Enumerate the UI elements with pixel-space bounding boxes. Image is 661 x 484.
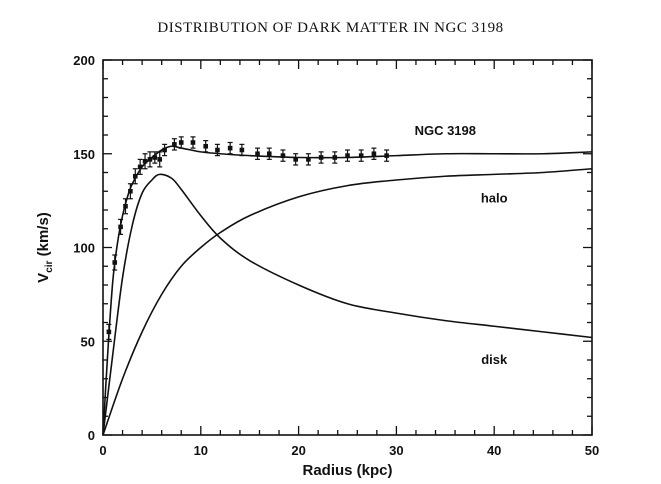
x-tick-label: 50 <box>585 443 599 458</box>
data-point <box>345 149 350 162</box>
point-marker <box>128 188 133 194</box>
point-marker <box>306 157 311 162</box>
data-point <box>112 254 118 271</box>
x-tick-label: 30 <box>389 443 403 458</box>
point-marker <box>152 155 158 160</box>
data-point <box>190 136 196 149</box>
data-point <box>157 151 163 168</box>
annotations: NGC 3198 halo disk <box>415 123 508 367</box>
annotation-label: disk <box>481 352 508 367</box>
data-point <box>127 183 133 200</box>
x-axis-label: Radius (kpc) <box>302 462 392 479</box>
axis-ticks <box>102 59 593 436</box>
data-point <box>214 143 220 157</box>
y-tick-labels: 0 50 100 150 200 <box>73 53 95 443</box>
y-tick-label: 150 <box>73 147 95 162</box>
point-marker <box>172 142 177 147</box>
y-axis-label-sub: cir <box>44 260 55 272</box>
data-point <box>178 136 184 149</box>
data-point <box>305 153 311 166</box>
point-marker <box>371 151 377 157</box>
data-point <box>203 140 209 153</box>
data-point <box>118 218 124 235</box>
data-point <box>280 149 286 162</box>
point-marker <box>358 153 364 158</box>
model-curves <box>102 145 593 436</box>
point-marker <box>318 155 324 160</box>
point-marker <box>112 260 118 265</box>
data-point <box>239 143 245 157</box>
series-line-halo <box>102 167 593 436</box>
point-marker <box>215 147 220 153</box>
data-point <box>255 147 261 160</box>
point-marker <box>280 153 286 158</box>
point-marker <box>190 140 196 145</box>
data-point <box>266 147 272 160</box>
point-marker <box>255 151 260 157</box>
point-marker <box>345 153 350 158</box>
data-point <box>122 198 128 215</box>
data-point <box>171 138 177 151</box>
annotation-label: NGC 3198 <box>415 123 476 138</box>
point-marker <box>142 158 148 164</box>
point-marker <box>137 164 143 170</box>
x-tick-label: 40 <box>487 443 501 458</box>
data-point <box>371 147 377 160</box>
point-marker <box>203 143 208 149</box>
x-tick-label: 20 <box>291 443 305 458</box>
data-point <box>147 151 153 168</box>
data-point <box>384 149 390 162</box>
annotation-label: halo <box>481 191 508 206</box>
y-tick-label: 0 <box>88 428 95 443</box>
data-point <box>227 141 233 155</box>
y-axis-label-main: V <box>35 273 52 283</box>
data-point <box>142 153 148 170</box>
point-marker <box>293 157 298 162</box>
point-marker <box>123 203 128 209</box>
plot-frame <box>102 59 593 436</box>
data-point <box>106 323 112 340</box>
data-point <box>293 153 299 166</box>
data-point <box>358 149 364 162</box>
y-axis-label: Vcir (km/s) <box>35 212 55 283</box>
data-point <box>318 151 324 164</box>
data-point <box>162 143 168 157</box>
y-tick-label: 100 <box>73 241 95 256</box>
y-tick-label: 50 <box>81 334 95 349</box>
y-axis-label-unit: (km/s) <box>35 212 52 260</box>
point-marker <box>332 155 338 160</box>
point-marker <box>227 145 233 151</box>
page-title: DISTRIBUTION OF DARK MATTER IN NGC 3198 <box>157 20 504 36</box>
observed-points <box>106 136 390 340</box>
data-point <box>137 158 143 175</box>
y-tick-label: 200 <box>73 53 95 68</box>
point-marker <box>157 157 163 162</box>
data-point <box>132 168 138 185</box>
series-line-total <box>102 145 593 436</box>
point-marker <box>118 224 123 230</box>
point-marker <box>384 153 389 158</box>
point-marker <box>106 329 112 335</box>
point-marker <box>266 151 272 157</box>
data-point <box>332 151 338 164</box>
point-marker <box>147 157 153 162</box>
point-marker <box>162 147 167 153</box>
x-tick-label: 0 <box>99 443 106 458</box>
point-marker <box>132 173 138 179</box>
point-marker <box>178 140 184 145</box>
series-line-disk <box>102 173 593 436</box>
x-tick-label: 10 <box>194 443 208 458</box>
point-marker <box>239 147 245 153</box>
data-point <box>152 151 158 164</box>
x-tick-labels: 0 10 20 30 40 50 <box>99 443 599 458</box>
